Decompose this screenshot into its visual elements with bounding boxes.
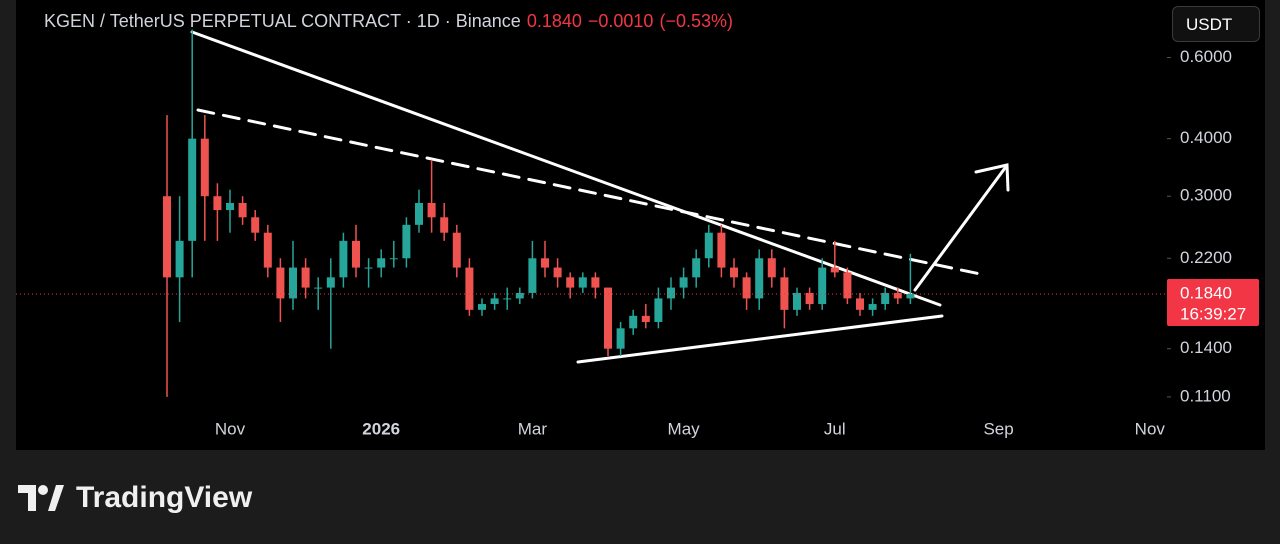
- trendline-upper: [190, 30, 942, 307]
- change: −0.0010: [587, 11, 654, 31]
- candle-body: [604, 287, 612, 349]
- y-tick-label: 0.4000: [1180, 128, 1232, 147]
- candle-body: [692, 258, 701, 278]
- drawings: [190, 30, 1010, 364]
- candle-body: [339, 240, 348, 278]
- candle-body: [163, 196, 171, 278]
- chart-panel: 0.6000 0.4000 0.3000 0.2200 0.1400 0.1100 Nov 2…: [16, 0, 1265, 450]
- x-tick-label: May: [668, 419, 701, 438]
- candle-body: [767, 258, 776, 278]
- candle-body: [503, 298, 512, 300]
- candle-body: [868, 304, 877, 310]
- candle-body: [742, 277, 751, 299]
- trendline-dashed: [196, 108, 987, 277]
- brand-name: TradingView: [76, 481, 253, 514]
- x-tick-label: Sep: [983, 419, 1013, 438]
- candle-body: [566, 277, 575, 288]
- y-tick-label: 0.1400: [1180, 338, 1232, 357]
- candle-body: [881, 292, 890, 305]
- candle-body: [893, 292, 902, 299]
- price-tag-countdown: 16:39:27: [1180, 304, 1246, 323]
- candle-body: [402, 224, 411, 259]
- candle-body: [251, 217, 260, 233]
- candle-body: [667, 287, 675, 299]
- arrow-head: [974, 163, 1010, 192]
- candle-body: [616, 328, 625, 349]
- candle-body: [704, 232, 713, 259]
- y-tick-label: 0.3000: [1180, 186, 1232, 205]
- x-tick-label: Nov: [1135, 419, 1166, 438]
- candle-body: [541, 258, 549, 268]
- candle-body: [717, 232, 726, 268]
- y-tick-label: 0.1100: [1180, 386, 1231, 405]
- candle-body: [755, 258, 764, 299]
- candle-body: [226, 203, 234, 211]
- chart: 0.6000 0.4000 0.3000 0.2200 0.1400 0.1100 Nov 2…: [16, 29, 1259, 438]
- candle-body: [490, 298, 499, 305]
- candle-body: [213, 196, 222, 211]
- candle-body: [805, 292, 814, 305]
- candle-body: [263, 232, 272, 268]
- candle-body: [641, 315, 650, 322]
- x-tick-label: Jul: [824, 419, 846, 438]
- change-pct: (−0.53%): [659, 11, 733, 31]
- candle-body: [289, 267, 297, 299]
- trendline-lower: [576, 314, 944, 364]
- candles: [163, 29, 915, 397]
- y-tick-label: 0.6000: [1180, 47, 1232, 66]
- candle-body: [301, 267, 310, 288]
- candle-body: [818, 267, 827, 305]
- x-tick-label: Nov: [215, 419, 246, 438]
- candle-body: [427, 203, 436, 218]
- currency-button[interactable]: USDT: [1172, 6, 1260, 42]
- candle-body: [440, 217, 449, 233]
- candle-body: [175, 240, 184, 278]
- candle-body: [200, 138, 209, 197]
- candle-body: [377, 258, 386, 268]
- candle-body: [591, 277, 600, 288]
- candle-body: [553, 267, 562, 278]
- candle-body: [352, 240, 360, 268]
- symbol: KGEN / TetherUS PERPETUAL CONTRACT · 1D …: [44, 11, 521, 31]
- price-tag: [1167, 279, 1259, 327]
- price: 0.1840: [526, 11, 582, 31]
- candle-body: [364, 267, 373, 269]
- y-tick-label: 0.2200: [1180, 248, 1232, 267]
- candle-body: [452, 232, 461, 268]
- candle-body: [856, 298, 864, 310]
- price-tag-price: 0.1840: [1180, 283, 1232, 302]
- brand-icon: [18, 485, 64, 511]
- candle-body: [906, 294, 915, 299]
- candle-body: [793, 292, 801, 310]
- brand-logo: TradingView: [18, 478, 252, 518]
- candle-body: [629, 315, 638, 329]
- candle-body: [654, 298, 663, 322]
- candle-body: [314, 287, 323, 289]
- arrow-shaft: [913, 166, 1007, 292]
- x-tick-label: Mar: [518, 419, 548, 438]
- candle-body: [478, 304, 486, 310]
- candle-body: [389, 258, 398, 260]
- candle-body: [465, 267, 474, 310]
- candle-body: [276, 267, 285, 299]
- candle-body: [415, 203, 423, 225]
- candle-body: [679, 277, 688, 288]
- candle-body: [843, 272, 852, 299]
- candle-body: [515, 292, 524, 299]
- candle-body: [326, 277, 335, 288]
- candle-body: [528, 258, 537, 293]
- candle-body: [188, 138, 197, 241]
- x-tick-label: 2026: [362, 419, 400, 438]
- candle-body: [730, 267, 738, 278]
- candle-body: [238, 203, 247, 218]
- candle-body: [830, 267, 839, 273]
- candle-body: [578, 277, 587, 288]
- header: KGEN / TetherUS PERPETUAL CONTRACT · 1D …: [44, 11, 739, 32]
